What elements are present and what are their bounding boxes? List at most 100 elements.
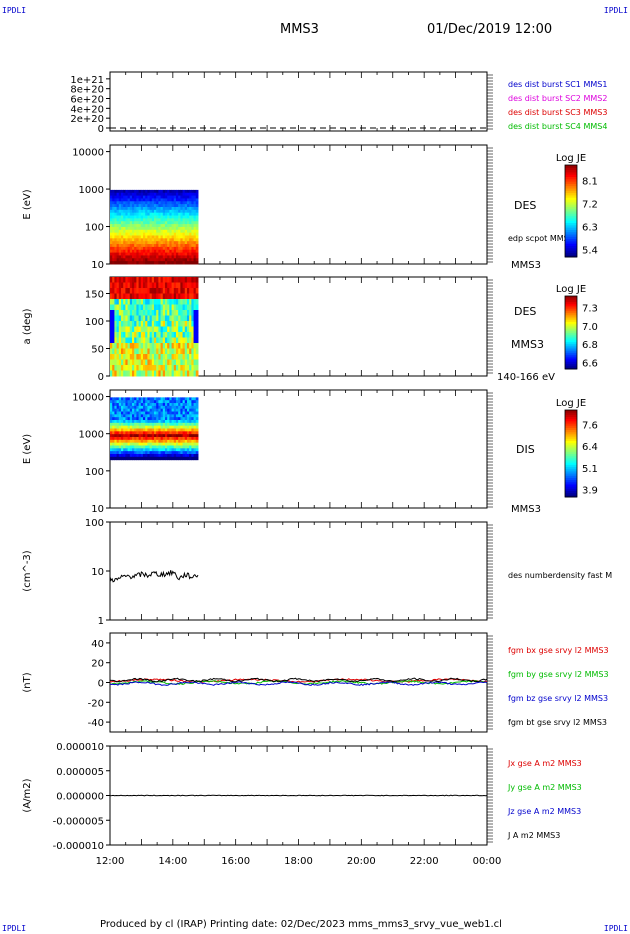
- panel-2-spectrogram-cell: [191, 204, 195, 208]
- panel-2-spectrogram-cell: [138, 244, 142, 248]
- panel-2-spectrogram-cell: [153, 224, 157, 228]
- panel-6-ytick: 0: [98, 679, 104, 690]
- panel-3-spectrogram-cell: [189, 332, 192, 338]
- panel-4-spectrogram-cell: [131, 403, 135, 407]
- panel-4-spectrogram-cell: [112, 403, 115, 407]
- panel-4-spectrogram-cell: [123, 434, 126, 438]
- panel-4-spectrogram-cell: [125, 405, 129, 410]
- panel-2-spectrogram-cell: [131, 246, 135, 251]
- panel-2-spectrogram-cell: [131, 206, 135, 211]
- panel-2-spectrogram-cell: [175, 209, 179, 214]
- panel-3-spectrogram-cell: [158, 354, 162, 360]
- panel-2-spectrogram-cell: [114, 226, 118, 231]
- panel-4-spectrogram-cell: [149, 456, 153, 461]
- panel-3-spectrogram-cell: [116, 321, 120, 327]
- panel-2-spectrogram-cell: [180, 201, 184, 205]
- panel-4-spectrogram-cell: [112, 428, 115, 432]
- panel-2-spectrogram-cell: [189, 255, 192, 259]
- panel-2-spectrogram-cell: [158, 252, 162, 256]
- panel-2-spectrogram-cell: [140, 238, 144, 242]
- panel-2-spectrogram-cell: [173, 258, 177, 262]
- panel-3-spectrogram-cell: [167, 359, 170, 366]
- panel-3-ytick: 150: [85, 290, 104, 301]
- panel-2-spectrogram-cell: [151, 258, 155, 262]
- panel-3-spectrogram-cell: [180, 282, 184, 289]
- panel-3-spectrogram-cell: [127, 304, 131, 311]
- panel-4-spectrogram-cell: [151, 454, 155, 458]
- panel-4-colorbar-cell: [565, 431, 577, 435]
- panel-4-spectrogram-cell: [186, 439, 190, 444]
- panel-4-spectrogram-cell: [169, 411, 173, 415]
- panel-2-spectrogram-cell: [178, 238, 181, 242]
- panel-3-spectrogram-cell: [193, 321, 197, 327]
- panel-2-spectrogram-cell: [191, 218, 195, 222]
- panel-2-spectrogram-cell: [178, 204, 181, 208]
- panel-3-spectrogram-cell: [162, 343, 166, 349]
- panel-4-spectrogram-cell: [193, 434, 197, 438]
- panel-4-colorbar-cell: [565, 462, 577, 465]
- panel-2-spectrogram-cell: [169, 226, 173, 231]
- panel-2-spectrogram-cell: [178, 198, 181, 202]
- panel-4-spectrogram-cell: [147, 422, 151, 427]
- panel-3-spectrogram-cell: [140, 332, 144, 338]
- panel-3-spectrogram-cell: [134, 343, 137, 349]
- panel-4-spectrogram-cell: [112, 442, 115, 447]
- panel-2-spectrogram-cell: [131, 226, 135, 231]
- panel-4-spectrogram-cell: [116, 422, 120, 427]
- panel-2-spectrogram-cell: [123, 258, 126, 262]
- panel-2-spectrogram-cell: [112, 226, 115, 231]
- panel-3-spectrogram-cell: [156, 288, 159, 294]
- panel-4-spectrogram-cell: [189, 411, 192, 415]
- panel-4-colorbar-tick: 7.6: [582, 420, 598, 431]
- panel-3-colorbar-cell: [565, 323, 577, 326]
- panel-4-spectrogram-cell: [195, 420, 199, 424]
- panel-3-spectrogram-cell: [171, 304, 175, 311]
- panel-4-spectrogram-cell: [193, 414, 197, 418]
- panel-2-spectrogram-cell: [136, 198, 140, 202]
- panel-4-spectrogram-cell: [169, 405, 173, 410]
- panel-4-spectrogram-cell: [118, 437, 122, 441]
- panel-2-spectrogram-cell: [125, 201, 129, 205]
- panel-2-spectrogram-cell: [189, 224, 192, 228]
- panel-3-spectrogram-cell: [134, 282, 137, 289]
- panel-2-spectrogram-cell: [171, 192, 175, 197]
- panel-4-spectrogram-cell: [178, 437, 181, 441]
- panel-4-spectrogram-cell: [153, 411, 157, 415]
- panel-2-spectrogram-cell: [112, 212, 115, 217]
- panel-3-spectrogram-cell: [171, 277, 175, 283]
- panel-4-spectrogram-cell: [186, 420, 190, 424]
- panel-3-energy-label: 140-166 eV: [497, 372, 555, 383]
- panel-2-spectrogram-cell: [147, 258, 151, 262]
- panel-3-spectrogram-cell: [142, 354, 146, 360]
- panel-2-spectrogram-cell: [158, 189, 162, 194]
- panel-2-spectrogram-cell: [186, 226, 190, 231]
- panel-3-spectrogram-cell: [178, 370, 181, 377]
- panel-2-spectrogram-cell: [151, 192, 155, 197]
- panel-4-spectrogram-cell: [142, 405, 146, 410]
- panel-2-spectrogram-cell: [118, 226, 122, 231]
- panel-3-spectrogram-cell: [180, 310, 184, 316]
- panel-2-spectrogram-cell: [116, 249, 120, 254]
- panel-2-spectrogram-cell: [169, 244, 173, 248]
- panel-2-ytick: 10000: [72, 148, 104, 159]
- panel-2-spectrogram-cell: [114, 201, 118, 205]
- panel-2-spectrogram-cell: [156, 224, 159, 228]
- panel-2-spectrogram-cell: [127, 244, 131, 248]
- panel-4-spectrogram-cell: [123, 451, 126, 455]
- panel-2-spectrogram-cell: [191, 238, 195, 242]
- panel-2-spectrogram-cell: [182, 244, 186, 248]
- panel-2-spectrogram-cell: [171, 246, 175, 251]
- panel-4-spectrogram-cell: [193, 437, 197, 441]
- panel-2-spectrogram-cell: [125, 238, 129, 242]
- panel-4-spectrogram-cell: [169, 414, 173, 418]
- panel-2-spectrogram-cell: [136, 238, 140, 242]
- panel-3-spectrogram-cell: [127, 282, 131, 289]
- panel-2-spectrogram-cell: [123, 224, 126, 228]
- panel-3-spectrogram-cell: [149, 299, 153, 305]
- panel-4-spectrogram-cell: [129, 431, 133, 435]
- panel-4-spectrogram-cell: [191, 417, 195, 421]
- panel-2-spectrogram-cell: [118, 232, 122, 236]
- panel-4-spectrogram-cell: [134, 437, 137, 441]
- panel-2-spectrogram-cell: [125, 261, 129, 265]
- panel-2-spectrogram-cell: [158, 224, 162, 228]
